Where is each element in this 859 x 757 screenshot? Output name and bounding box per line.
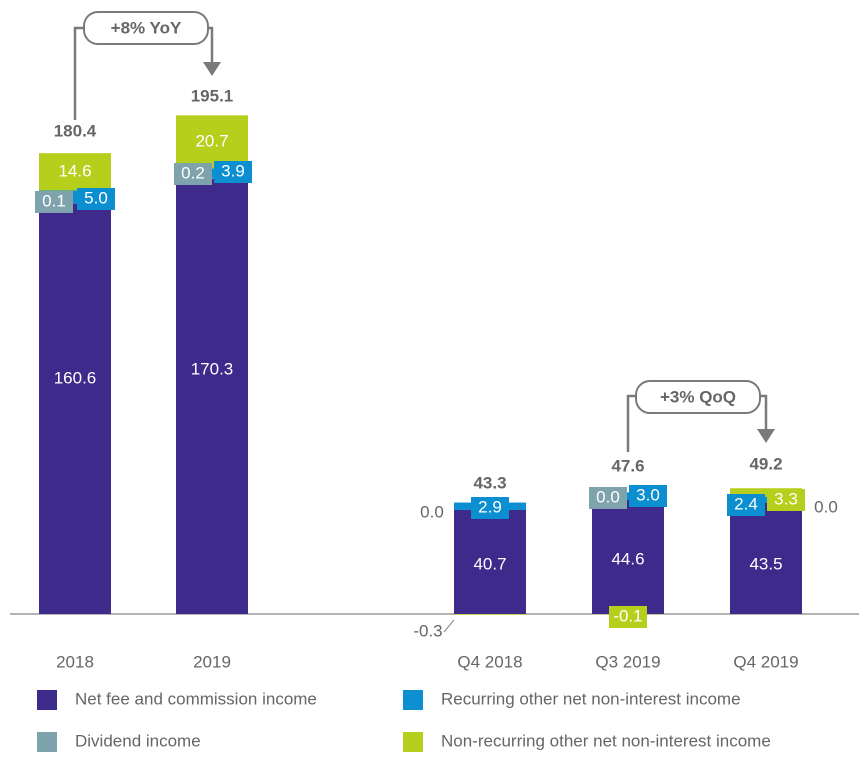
bar-segment (176, 115, 248, 169)
x-tick-label: 2019 (193, 652, 231, 671)
data-label: 0.1 (42, 191, 66, 210)
data-label: 160.6 (54, 368, 97, 387)
x-tick-label: 2018 (56, 652, 94, 671)
label-box (471, 497, 509, 519)
total-label: 47.6 (611, 456, 644, 475)
total-label: 49.2 (749, 454, 782, 473)
data-label: 3.0 (636, 485, 660, 504)
label-box (609, 606, 647, 628)
x-tick-label: Q3 2019 (595, 652, 660, 671)
data-label: 0.0 (420, 502, 444, 521)
legend-label: Dividend income (75, 731, 201, 750)
label-box (767, 489, 805, 511)
legend-swatch (403, 690, 423, 710)
bar-segment (454, 614, 526, 615)
qoq-box (635, 380, 761, 414)
total-label: 180.4 (54, 121, 97, 140)
yoy-arrowhead (203, 62, 221, 76)
label-box (629, 485, 667, 507)
total-label: 43.3 (473, 473, 506, 492)
legend-swatch (37, 732, 57, 752)
qoq-label: +3% QoQ (660, 387, 736, 406)
data-label: 43.5 (749, 554, 782, 573)
legend-label: Net fee and commission income (75, 689, 317, 708)
label-box (35, 191, 73, 213)
x-tick-label: Q4 2019 (733, 652, 798, 671)
data-label: 3.9 (221, 161, 245, 180)
data-label: -0.1 (613, 606, 642, 625)
data-label: 40.7 (473, 554, 506, 573)
data-label: 0.0 (814, 497, 838, 516)
legend-swatch (403, 732, 423, 752)
data-label: 2.4 (734, 494, 758, 513)
data-label: 170.3 (191, 359, 234, 378)
data-label: 20.7 (195, 131, 228, 150)
label-box (77, 188, 115, 210)
bar-segment (176, 178, 248, 614)
bar-segment (454, 509, 526, 614)
label-box (174, 163, 212, 185)
label-box (214, 161, 252, 183)
data-label: 0.0 (596, 487, 620, 506)
legend-label: Recurring other net non-interest income (441, 689, 741, 708)
legend-label: Non-recurring other net non-interest inc… (441, 731, 771, 750)
bar-segment (730, 502, 802, 614)
bar-segment (730, 496, 802, 503)
bar-segment (592, 500, 664, 614)
yoy-box (83, 11, 209, 45)
data-label: 44.6 (611, 549, 644, 568)
bar-segment (39, 153, 111, 191)
bar-segment (730, 488, 802, 497)
data-label: 3.3 (774, 489, 798, 508)
data-label: -0.3 (413, 621, 442, 640)
bar-segment (592, 492, 664, 501)
legend-swatch (37, 690, 57, 710)
qoq-arrowhead (757, 429, 775, 443)
label-box (589, 487, 627, 509)
yoy-label: +8% YoY (111, 18, 182, 37)
leader-line (443, 619, 455, 633)
data-label: 0.2 (181, 163, 205, 182)
x-tick-label: Q4 2018 (457, 652, 522, 671)
data-label: 14.6 (58, 161, 91, 180)
data-label: 5.0 (84, 188, 108, 207)
label-box (727, 494, 765, 516)
data-label: 2.9 (478, 497, 502, 516)
total-label: 195.1 (191, 86, 234, 105)
bar-segment (39, 203, 111, 614)
